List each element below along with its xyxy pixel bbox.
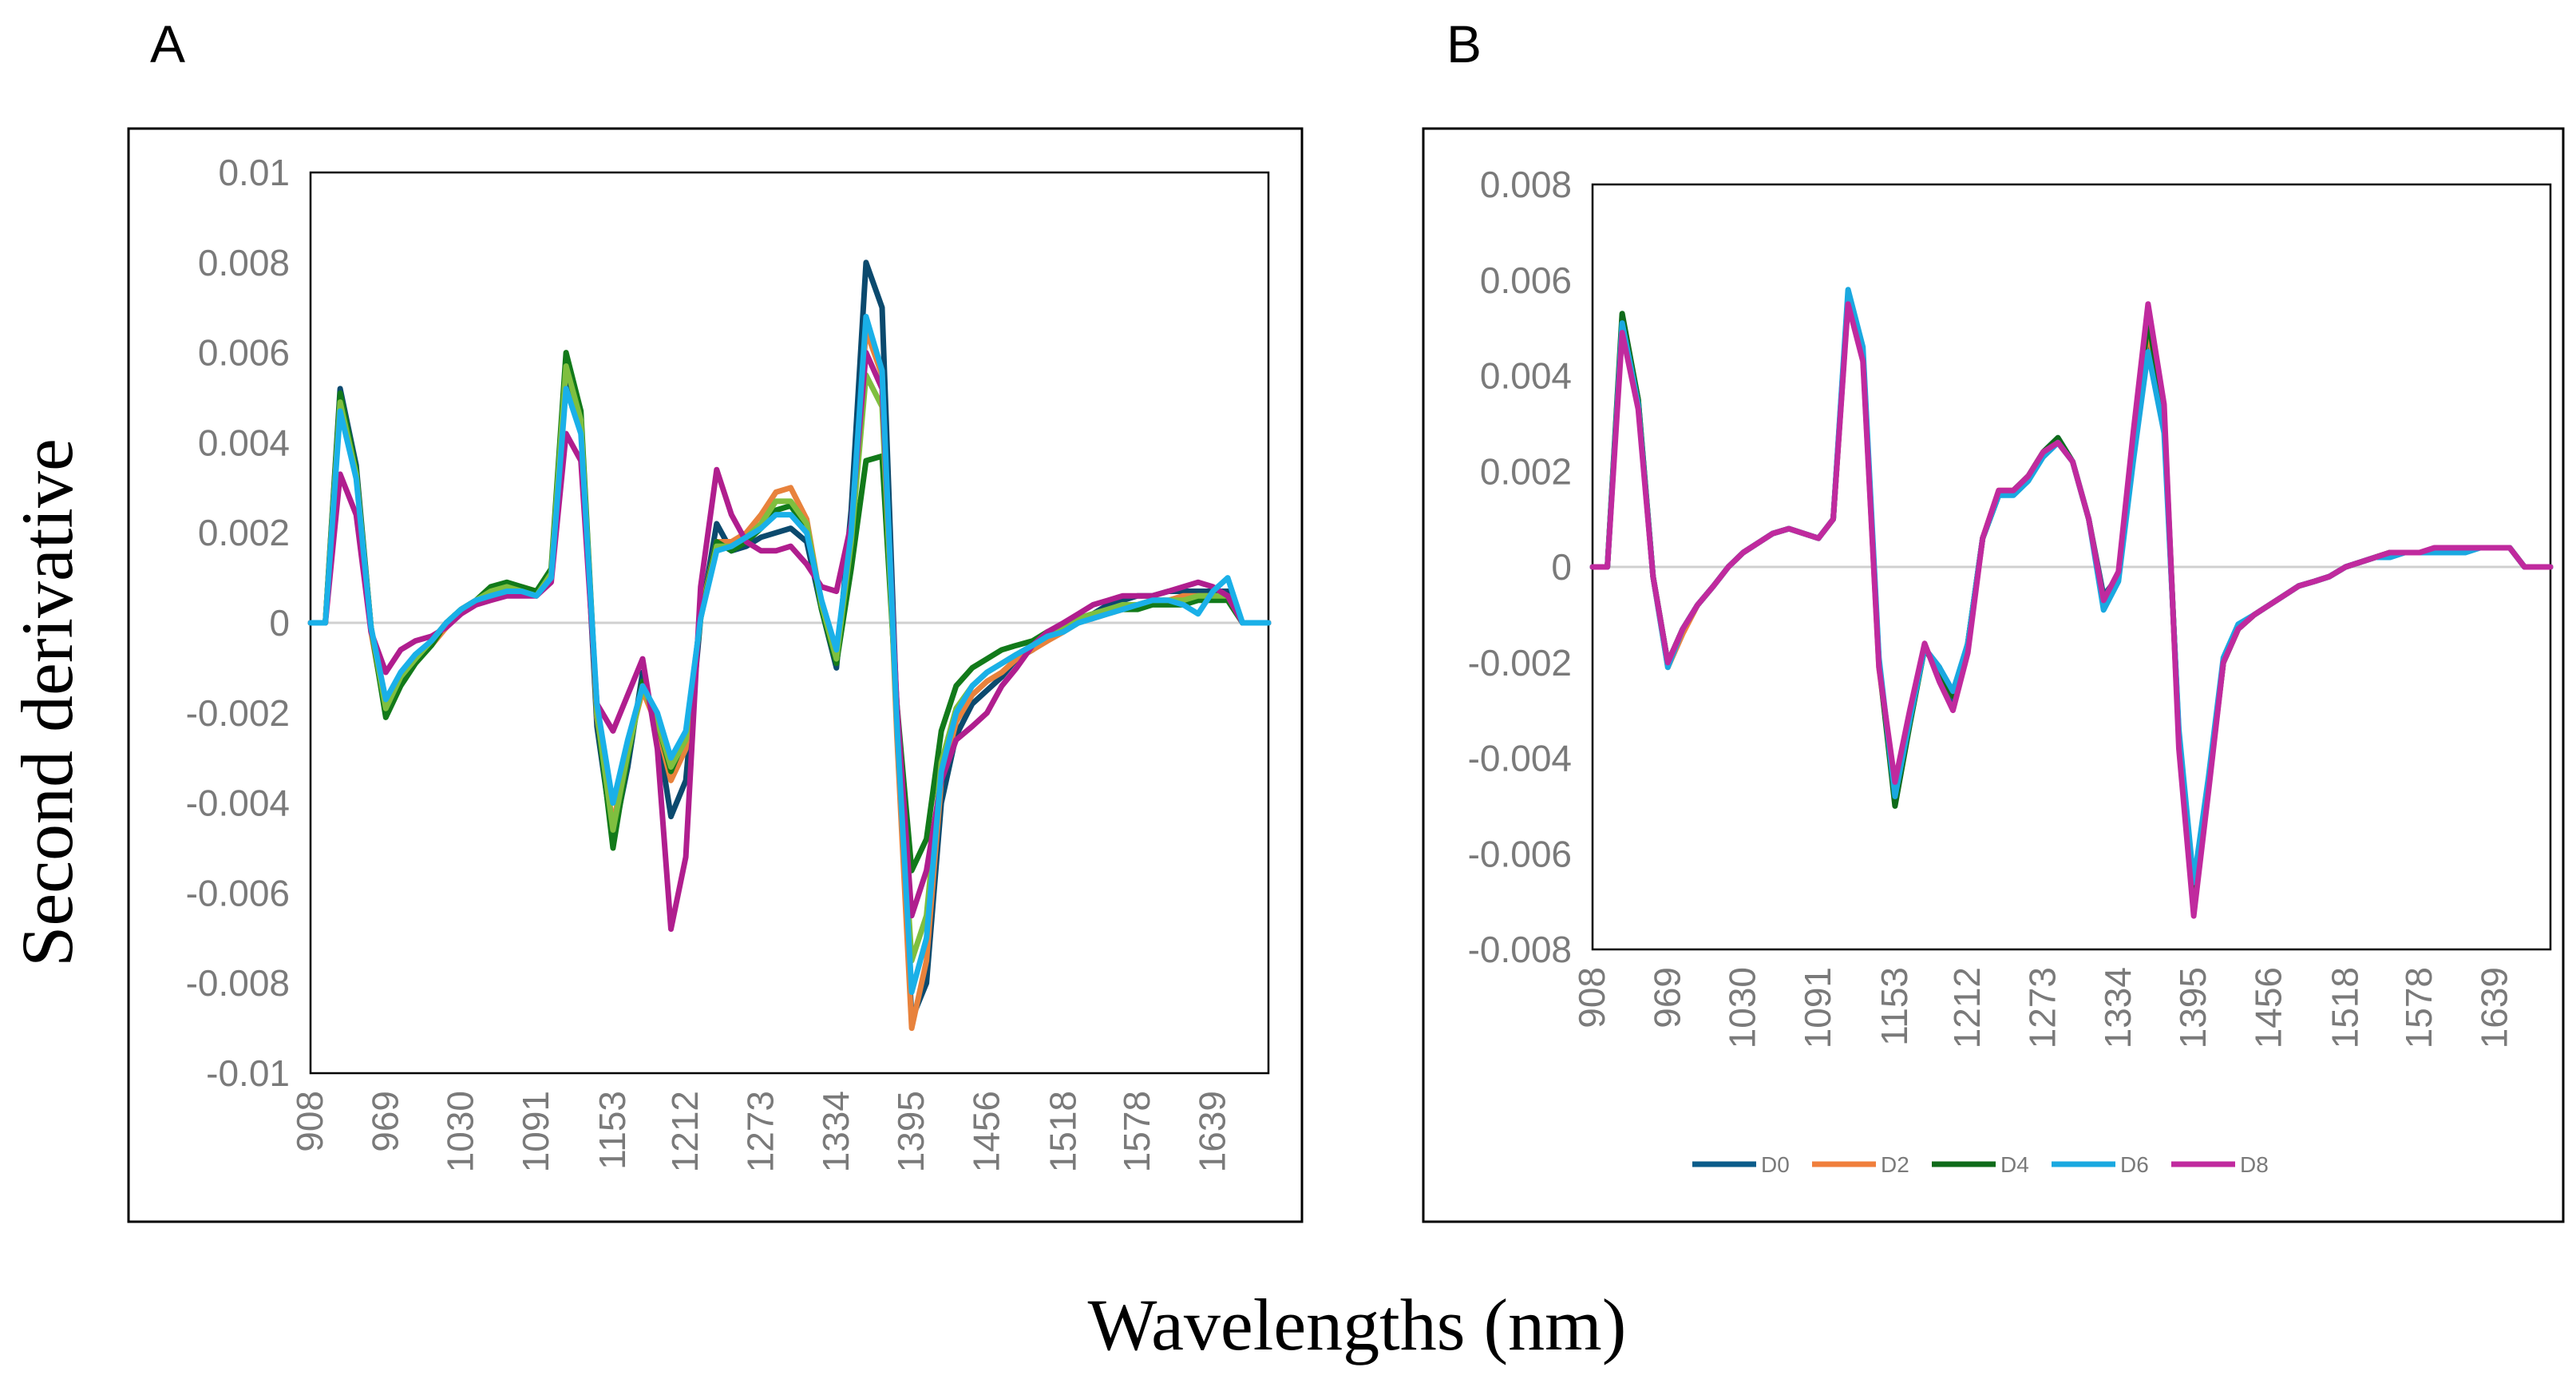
chart-a-y-tick-label: 0.008	[198, 242, 290, 283]
chart-a-y-tick-label: -0.004	[186, 783, 290, 824]
x-axis-title: Wavelengths (nm)	[1088, 1284, 1627, 1365]
chart-b-y-tick-label: -0.004	[1468, 738, 1572, 779]
chart-a: 0.01 0.008 0.006 0.004 0.002 0 -0.002 -0.004 -0.…	[186, 152, 1272, 1172]
chart-b-series-d6	[1589, 287, 2554, 886]
chart-b-y-tick-label: -0.002	[1468, 642, 1572, 684]
chart-a-x-tick-label: 1456	[965, 1091, 1007, 1172]
legend-label-d4: D4	[2000, 1152, 2029, 1177]
chart-b-y-tick-label: 0	[1551, 546, 1572, 588]
chart-a-x-tick-label: 1273	[739, 1091, 781, 1172]
chart-a-y-tick-label: 0.002	[198, 512, 290, 553]
chart-a-y-tick-label: 0.01	[218, 152, 290, 193]
chart-b-x-tick-label: 1578	[2398, 967, 2439, 1048]
y-axis-title: Second derivative	[6, 438, 88, 967]
chart-a-y-tick-label: -0.006	[186, 872, 290, 913]
chart-a-series-s5	[307, 350, 1272, 932]
chart-a-x-tick-label: 908	[289, 1091, 330, 1152]
chart-b-x-tick-label: 1518	[2324, 967, 2365, 1048]
chart-b-x-tick-label: 1091	[1797, 967, 1838, 1048]
chart-b-series-d8	[1589, 301, 2554, 919]
chart-b-x-tick-label: 1456	[2247, 967, 2289, 1048]
chart-a-x-tick-label: 1153	[592, 1091, 633, 1170]
chart-b-x-tick-label: 1273	[2021, 967, 2063, 1048]
chart-a-y-tick-label: -0.01	[206, 1052, 290, 1094]
chart-b-x-tick-label: 1030	[1722, 967, 1763, 1048]
chart-a-y-tick-label: -0.002	[186, 692, 290, 734]
chart-a-y-tick-label: -0.008	[186, 962, 290, 1004]
chart-a-x-tick-label: 1578	[1116, 1091, 1157, 1172]
legend-label-d2: D2	[1881, 1152, 1909, 1177]
panel-a-letter: A	[150, 14, 185, 73]
chart-b-y-tick-label: -0.008	[1468, 929, 1572, 970]
chart-a-y-tick-label: 0.004	[198, 422, 290, 463]
chart-a-y-tick-label: 0.006	[198, 332, 290, 374]
chart-b-x-tick-label: 1334	[2097, 967, 2139, 1048]
chart-b-x-tick-label: 969	[1646, 967, 1688, 1028]
chart-b-y-tick-label: -0.006	[1468, 833, 1572, 874]
chart-a-x-tick-label: 1212	[664, 1091, 706, 1172]
chart-a-x-tick-label: 1639	[1191, 1091, 1233, 1172]
chart-b-y-tick-label: 0.006	[1480, 260, 1572, 301]
legend-label-d8: D8	[2240, 1152, 2269, 1177]
chart-a-x-tick-label: 969	[364, 1091, 406, 1152]
chart-b-y-tick-label: 0.004	[1480, 355, 1572, 397]
chart-b-x-tick-label: 908	[1571, 967, 1612, 1028]
chart-b-y-tick-label: 0.008	[1480, 164, 1572, 205]
chart-b-series-d2	[1589, 296, 2554, 905]
legend-label-d0: D0	[1761, 1152, 1790, 1177]
chart-b: 0.008 0.006 0.004 0.002 0 -0.002 -0.004 -0.006 -…	[1468, 164, 2554, 1177]
legend-label-d6: D6	[2120, 1152, 2149, 1177]
chart-b-series-d0	[1589, 291, 2554, 895]
panel-b-letter: B	[1446, 14, 1482, 73]
chart-a-y-tick-label: 0	[269, 602, 290, 644]
chart-a-x-tick-label: 1518	[1042, 1091, 1083, 1172]
chart-b-x-tick-label: 1395	[2172, 967, 2214, 1048]
chart-a-frame	[127, 127, 1304, 1223]
chart-b-series-d4	[1589, 296, 2554, 909]
chart-a-x-tick-label: 1334	[815, 1091, 857, 1172]
chart-a-x-tick-label: 1030	[440, 1091, 481, 1172]
chart-a-x-tick-label: 1091	[515, 1091, 556, 1172]
chart-a-series-s1	[307, 260, 1272, 1022]
chart-b-y-tick-label: 0.002	[1480, 450, 1572, 492]
chart-a-series-s6	[307, 314, 1272, 995]
chart-a-series-s2	[307, 327, 1272, 1032]
chart-b-frame	[1422, 127, 2565, 1223]
chart-b-x-tick-label: 1212	[1946, 967, 1988, 1048]
chart-a-x-tick-label: 1395	[890, 1091, 932, 1172]
chart-b-x-tick-label: 1639	[2473, 967, 2515, 1048]
chart-b-x-tick-label: 1153	[1874, 967, 1915, 1046]
chart-a-series-s4	[307, 363, 1272, 964]
